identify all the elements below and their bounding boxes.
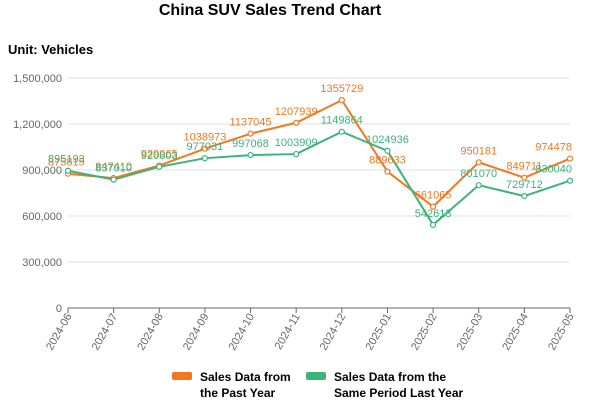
data-point-2 (475, 182, 482, 189)
data-label-2: 837010 (95, 163, 132, 175)
data-point-2 (293, 150, 300, 158)
data-label-2: 801070 (460, 168, 497, 180)
data-point-2 (521, 193, 528, 200)
data-point-2 (156, 163, 163, 170)
data-point-2 (338, 128, 345, 135)
data-label-2: 1003909 (275, 137, 318, 149)
data-label-1: 875815 (48, 157, 85, 169)
y-tick-label: 600,000 (22, 211, 62, 223)
data-label-1: 974478 (535, 142, 572, 154)
x-tick-label: 2025-05 (546, 312, 577, 353)
data-label-1: 929065 (141, 149, 178, 161)
data-label-1: 847410 (95, 161, 132, 173)
legend-swatch (172, 372, 192, 380)
data-label-2: 1024936 (366, 134, 409, 146)
legend-label: Same Period Last Year (334, 386, 464, 400)
data-point-2 (384, 147, 391, 154)
x-tick-label: 2024-08 (135, 312, 166, 353)
y-tick-label: 900,000 (22, 165, 62, 177)
x-tick-label: 2025-03 (455, 312, 486, 353)
data-label-2: 997068 (232, 138, 269, 150)
data-point-2 (110, 176, 117, 183)
data-label-1: 661065 (415, 190, 452, 202)
series-line-2 (67, 130, 571, 227)
data-point-2 (247, 152, 254, 159)
data-point-2 (201, 155, 209, 162)
data-label-1: 950181 (460, 145, 497, 157)
legend-swatch (306, 372, 326, 380)
y-tick-label: 1,500,000 (13, 73, 62, 85)
data-label-2: 895193 (48, 154, 85, 166)
data-point-2 (566, 177, 574, 184)
data-label-2: 830040 (535, 164, 572, 176)
y-tick-label: 300,000 (22, 257, 62, 269)
data-point-1 (247, 130, 254, 137)
data-point-1 (521, 174, 528, 181)
data-label-2: 920803 (141, 150, 178, 162)
legend-label: the Past Year (200, 386, 275, 400)
data-point-1 (475, 159, 482, 166)
series-line-1 (67, 98, 571, 208)
data-label-1: 1355729 (320, 83, 363, 95)
y-tick-label: 1,200,000 (13, 119, 62, 131)
x-tick-label: 2024-10 (227, 312, 258, 353)
x-tick-label: 2024-09 (181, 312, 212, 353)
data-point-1 (338, 97, 345, 104)
data-label-2: 542613 (415, 208, 452, 220)
x-tick-label: 2025-02 (409, 312, 440, 353)
unit-label: Unit: Vehicles (8, 42, 94, 57)
data-label-1: 889633 (369, 155, 406, 167)
data-point-1 (293, 119, 300, 126)
x-tick-label: 2024-12 (318, 312, 349, 353)
chart-title: China SUV Sales Trend Chart (158, 2, 382, 19)
x-tick-label: 2024-06 (44, 312, 75, 353)
data-label-2: 1149864 (321, 115, 363, 127)
data-label-1: 1207939 (275, 106, 318, 118)
data-point-1 (429, 203, 437, 210)
data-point-1 (566, 155, 574, 162)
y-tick-label: 0 (56, 303, 62, 315)
data-point-1 (384, 168, 391, 175)
x-tick-label: 2024-11 (273, 312, 303, 352)
legend-label: Sales Data from the (334, 370, 446, 384)
x-tick-label: 2025-01 (363, 312, 394, 353)
x-tick-label: 2025-04 (500, 312, 531, 353)
data-point-1 (201, 145, 209, 152)
x-tick-label: 2024-07 (90, 312, 121, 353)
legend-label: Sales Data from (200, 370, 291, 384)
data-point-2 (429, 221, 437, 228)
data-point-2 (64, 167, 72, 174)
data-label-1: 1038973 (183, 132, 226, 144)
data-label-2: 977031 (187, 141, 224, 153)
data-label-1: 1137045 (230, 117, 272, 129)
data-label-1: 849711 (506, 161, 542, 173)
data-label-2: 729712 (506, 179, 543, 191)
